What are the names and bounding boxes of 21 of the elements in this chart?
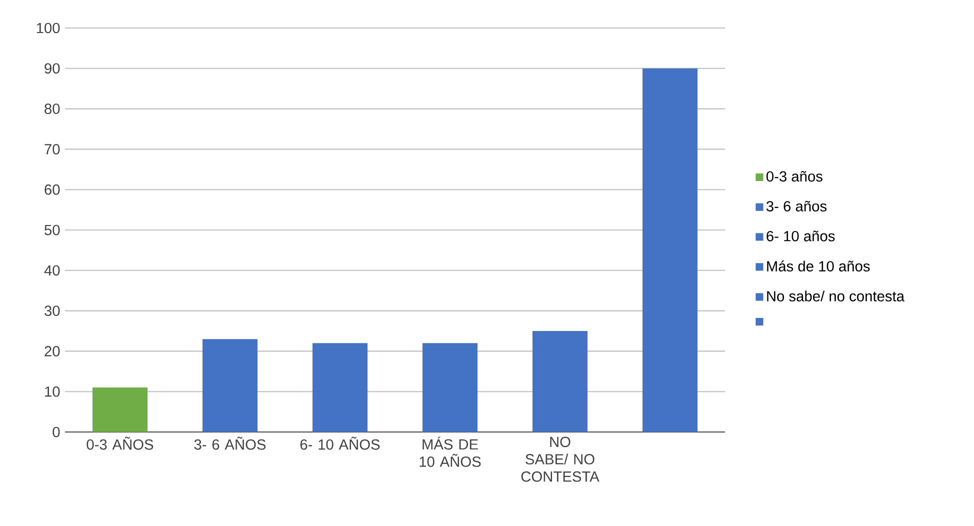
- y-tick-label: 60: [44, 184, 60, 195]
- y-tick-label: 10: [45, 386, 60, 397]
- x-tick-label: 6- 10 AÑOS: [300, 436, 380, 450]
- legend-label: 0-3 años: [766, 170, 822, 182]
- x-tick-label: MÁS DE 10 AÑOS: [420, 436, 481, 467]
- y-tick-label: 70: [44, 144, 60, 154]
- legend-label: 6- 10 años: [766, 230, 835, 242]
- y-tick-label: 100: [36, 22, 60, 34]
- legend-label: 3- 6 años: [766, 200, 827, 212]
- x-tick-label: 3- 6 AÑOS: [194, 436, 266, 450]
- y-tick-label: 80: [44, 104, 60, 114]
- y-tick-label: 50: [44, 224, 60, 236]
- y-tick-label: 20: [44, 346, 60, 356]
- x-tick-label: 0-3 AÑOS: [86, 436, 154, 450]
- legend-label: No sabe/ no contesta: [767, 290, 905, 302]
- y-tick-label: 30: [44, 306, 60, 316]
- y-tick-label: 40: [44, 265, 60, 276]
- y-tick-label: 0: [52, 426, 60, 438]
- y-tick-label: 90: [44, 63, 60, 74]
- x-tick-label: NO SABE/ NO CONTESTA: [521, 436, 600, 482]
- legend-label: Más de 10 años: [767, 260, 870, 272]
